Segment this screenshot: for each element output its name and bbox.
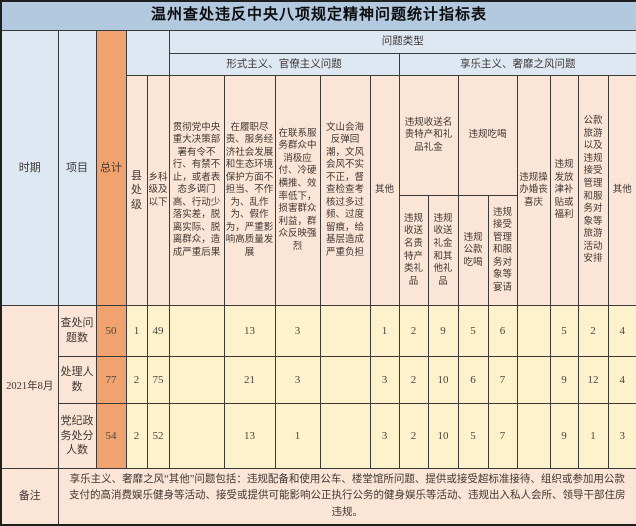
header-col-excessive-meetings: 文山会海反弹回潮，文风会风不实不正，督查检查考核过多过频、过度留痕，给基层造成严… <box>319 75 371 306</box>
header-group-dining: 违规吃喝 <box>457 75 518 196</box>
cell-c: 3 <box>274 305 321 357</box>
header-col-banquets: 违规接受管理和服务对象等宴请 <box>487 195 518 306</box>
cell-m: 3 <box>607 403 636 469</box>
row-label-disciplined: 党纪政务处分人数 <box>57 403 97 469</box>
cell-b: 21 <box>223 356 276 404</box>
cell-f: 2 <box>398 403 429 469</box>
cell-total: 54 <box>95 403 127 469</box>
cell-i: 6 <box>487 305 518 357</box>
header-col-duty-performance: 在履职尽责、服务经济社会发展和生态环境保护方面不担当、不作为、乱作为、假作为，严… <box>223 75 276 306</box>
cell-township: 52 <box>146 403 170 469</box>
row-label-problems: 查处问题数 <box>57 305 97 357</box>
cell-a <box>168 356 225 404</box>
header-col-public-funds-dining: 违规公款吃喝 <box>457 195 489 306</box>
cell-d <box>319 356 371 404</box>
cell-township: 75 <box>146 356 170 404</box>
header-group-gifts: 违规收送名贵特产和礼品礼金 <box>398 75 459 196</box>
cell-c: 1 <box>274 403 321 469</box>
cell-e: 3 <box>369 403 400 469</box>
cell-b: 13 <box>223 403 276 469</box>
header-period: 时期 <box>0 30 59 306</box>
page-title: 温州查处违反中央八项规定精神问题统计指标表 <box>0 0 636 31</box>
note-label: 备注 <box>0 467 59 526</box>
cell-d <box>319 403 371 469</box>
cell-total: 77 <box>95 356 127 404</box>
cell-f: 2 <box>398 305 429 357</box>
header-col-public-travel: 公款旅游以及违规接受管理和服务对象等旅游活动安排 <box>577 75 609 306</box>
header-col-allowances: 违规发放津补贴或福利 <box>549 75 579 306</box>
header-col-central-decisions: 贯彻党中央重大决策部署有令不行、有禁不止，或者表态多调门高、行动少落实差，脱离实… <box>168 75 225 306</box>
row-label-persons-handled: 处理人数 <box>57 356 97 404</box>
cell-j <box>516 356 551 404</box>
cell-a <box>168 305 225 357</box>
cell-j <box>516 403 551 469</box>
header-col-weddings-funerals: 违规操办婚丧喜庆 <box>516 75 551 306</box>
cell-m: 4 <box>607 305 636 357</box>
cell-county: 2 <box>125 403 148 469</box>
cell-b: 13 <box>223 305 276 357</box>
cell-h: 5 <box>457 305 489 357</box>
cell-county: 1 <box>125 305 148 357</box>
cell-g: 9 <box>427 305 459 357</box>
cell-l: 12 <box>577 356 609 404</box>
cell-j <box>516 305 551 357</box>
cell-e: 1 <box>369 305 400 357</box>
header-formalism-group: 形式主义、官僚主义问题 <box>168 53 400 76</box>
header-col-cash-gifts: 违规收送礼金和其他礼品 <box>427 195 459 306</box>
cell-d <box>319 305 371 357</box>
cell-f: 2 <box>398 356 429 404</box>
cell-i: 7 <box>487 403 518 469</box>
header-problem-type: 问题类型 <box>168 30 636 54</box>
period-value: 2021年8月 <box>0 305 59 469</box>
header-hedonism-group: 享乐主义、奢靡之风问题 <box>398 53 636 76</box>
cell-e: 3 <box>369 356 400 404</box>
header-county-level: 县处级 <box>125 75 148 306</box>
cell-total: 50 <box>95 305 127 357</box>
header-item: 项目 <box>57 30 97 306</box>
cell-m: 4 <box>607 356 636 404</box>
cell-l: 1 <box>577 403 609 469</box>
header-total: 总计 <box>95 30 127 306</box>
header-col-hedonism-other: 其他 <box>607 75 636 306</box>
cell-i: 7 <box>487 356 518 404</box>
header-col-formalism-other: 其他 <box>369 75 400 306</box>
cell-township: 49 <box>146 305 170 357</box>
cell-g: 10 <box>427 403 459 469</box>
cell-l: 2 <box>577 305 609 357</box>
cell-k: 9 <box>549 403 579 469</box>
cell-a <box>168 403 225 469</box>
header-level-spacer <box>125 30 170 76</box>
header-col-serving-masses: 在联系服务群众中消极应付、冷硬横推、效率低下，损害群众利益，群众反映强烈 <box>274 75 321 306</box>
cell-k: 9 <box>549 356 579 404</box>
header-col-specialty-gifts: 违规收送名贵特产类礼品 <box>398 195 429 306</box>
cell-county: 2 <box>125 356 148 404</box>
cell-c: 3 <box>274 356 321 404</box>
note-text: 享乐主义、奢靡之风“其他”问题包括：违规配备和使用公车、楼堂馆所问题、提供或接受… <box>57 467 636 526</box>
header-township-level: 乡科级及以下 <box>146 75 170 306</box>
cell-h: 6 <box>457 356 489 404</box>
cell-h: 5 <box>457 403 489 469</box>
cell-g: 10 <box>427 356 459 404</box>
cell-k: 5 <box>549 305 579 357</box>
